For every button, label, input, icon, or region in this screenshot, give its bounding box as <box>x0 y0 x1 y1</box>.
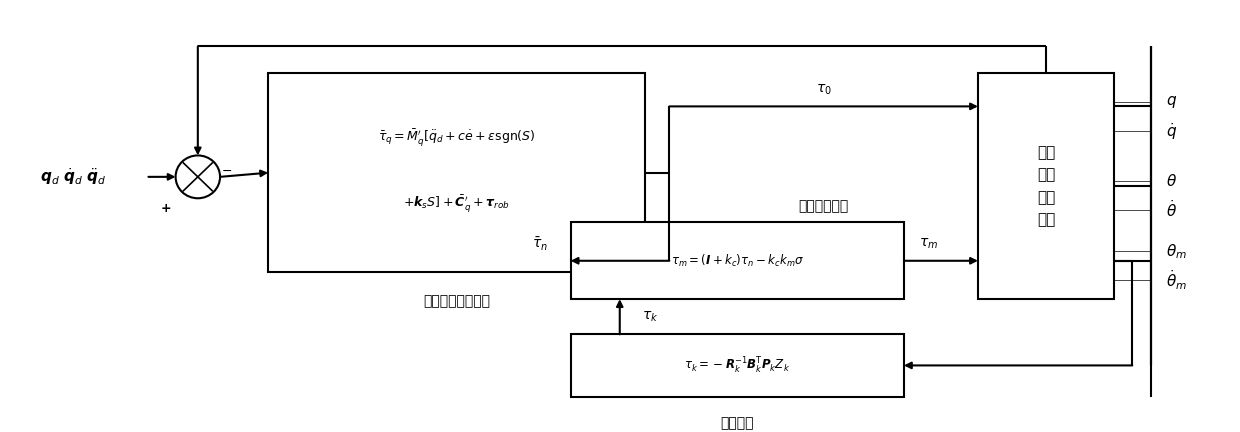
Text: $q$: $q$ <box>1166 94 1177 110</box>
Text: $\bar{\tau}_q = \bar{M}_q^{\prime}[\ddot{q}_d + c\dot{e} + \varepsilon\mathrm{sg: $\bar{\tau}_q = \bar{M}_q^{\prime}[\ddot… <box>378 127 536 148</box>
Text: 模糊鲁棒滑模控制: 模糊鲁棒滑模控制 <box>423 294 490 308</box>
Text: $\dot{\theta}$: $\dot{\theta}$ <box>1166 200 1177 220</box>
Text: $\theta_m$: $\theta_m$ <box>1166 242 1187 261</box>
Text: $\tau_m = (\boldsymbol{I}+k_c)\tau_n - k_c k_m\sigma$: $\tau_m = (\boldsymbol{I}+k_c)\tau_n - k… <box>671 253 804 269</box>
Text: $\boldsymbol{q}_d\ \dot{\boldsymbol{q}}_d\ \ddot{\boldsymbol{q}}_d$: $\boldsymbol{q}_d\ \dot{\boldsymbol{q}}_… <box>40 166 107 187</box>
Text: $\dot{\theta}_m$: $\dot{\theta}_m$ <box>1166 269 1187 292</box>
Text: $\tau_0$: $\tau_0$ <box>816 83 832 97</box>
Text: $\theta$: $\theta$ <box>1166 173 1177 189</box>
Bar <box>268 73 645 272</box>
Text: +: + <box>160 202 171 215</box>
Text: $\tau_k = -\boldsymbol{R}_k^{-1}\boldsymbol{B}_k^{\mathrm{T}}\boldsymbol{P}_k Z_: $\tau_k = -\boldsymbol{R}_k^{-1}\boldsym… <box>684 356 790 375</box>
Text: 双柔
性空
间机
械臂: 双柔 性空 间机 械臂 <box>1037 146 1055 227</box>
Bar <box>570 222 904 299</box>
Bar <box>978 73 1114 299</box>
Text: 最优控制: 最优控制 <box>720 416 754 430</box>
Text: $\tau_k$: $\tau_k$ <box>642 309 658 324</box>
Text: $+\boldsymbol{k}_s S] + \bar{\boldsymbol{C}}_q^{\prime} + \boldsymbol{\tau}_{rob: $+\boldsymbol{k}_s S] + \bar{\boldsymbol… <box>403 194 510 214</box>
Text: $\bar{\tau}_n$: $\bar{\tau}_n$ <box>532 235 548 253</box>
Text: $\dot{q}$: $\dot{q}$ <box>1166 121 1177 142</box>
Bar <box>570 334 904 397</box>
Text: $-$: $-$ <box>221 164 232 177</box>
Text: 柔性补偿设计: 柔性补偿设计 <box>799 199 849 213</box>
Text: $\tau_m$: $\tau_m$ <box>919 237 939 251</box>
